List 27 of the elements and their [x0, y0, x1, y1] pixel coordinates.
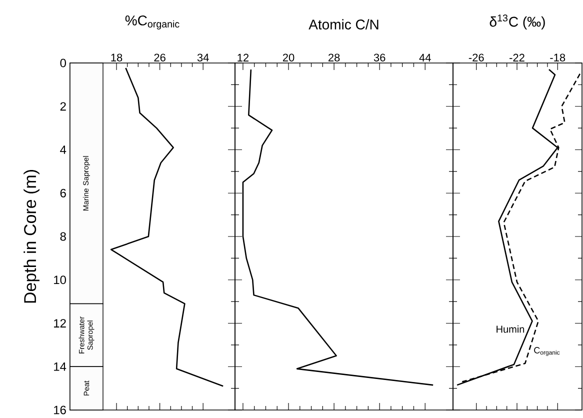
x-tick-label: 20: [282, 54, 294, 62]
y-tick-label: 12: [54, 319, 66, 328]
x-tick-label: 34: [197, 54, 209, 62]
x-tick-label: 26: [154, 54, 166, 62]
x-tick-label: 36: [374, 54, 386, 62]
x-tick-label: -22: [510, 54, 524, 62]
y-tick-label: 8: [60, 232, 66, 241]
chart-title: %C$_{organic}$: [125, 16, 180, 30]
x-tick-label: 44: [419, 54, 431, 62]
y-tick-label: 0: [60, 58, 66, 68]
x-tick-label: -26: [468, 54, 484, 62]
y-tick-label: 2: [60, 102, 66, 111]
line-series: [110, 68, 224, 387]
series-label: Humin: [496, 326, 524, 333]
x-tick-label: 18: [111, 54, 122, 62]
x-tick-label: 28: [328, 54, 340, 62]
x-tick-label: 12: [238, 54, 249, 62]
chart-title: δ$^{13}$C (‰): [490, 14, 545, 30]
y-tick-label: 6: [60, 189, 66, 198]
chart-title: Atomic C/N: [308, 19, 378, 30]
y-tick-label: 16: [54, 406, 66, 414]
series-label: C$_{organic}$: [534, 347, 560, 356]
y-tick-label: 4: [60, 146, 66, 154]
y-tick-label: 10: [54, 276, 66, 284]
x-tick-label: -18: [550, 54, 566, 62]
y-tick-label: 14: [54, 362, 66, 371]
y-axis-title: Depth in Core (m): [24, 170, 40, 303]
